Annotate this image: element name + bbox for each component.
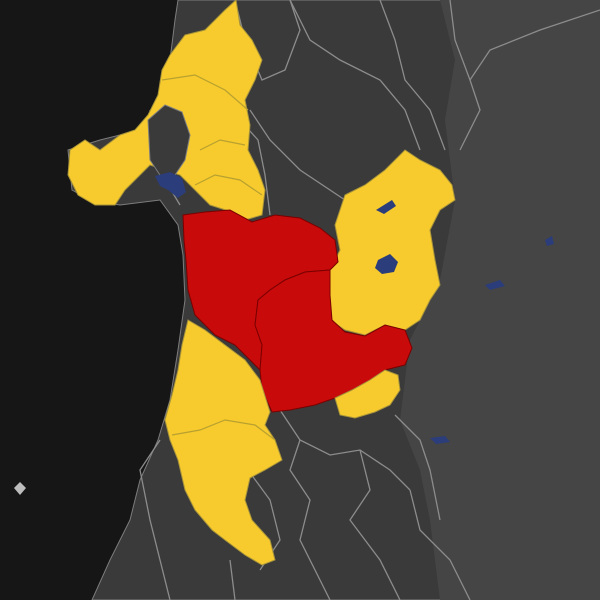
offshore-island <box>14 482 26 495</box>
south-sub-borders <box>171 419 276 441</box>
lake-far-east-2 <box>545 236 554 246</box>
lake-far-east-3 <box>430 436 450 444</box>
yellow-region-southeast <box>334 369 401 419</box>
north-inland-gray <box>147 104 191 176</box>
lake-far-east-1 <box>485 280 505 290</box>
lake-north <box>155 172 186 198</box>
north-sub-borders <box>161 74 263 196</box>
eastern-land <box>400 0 600 600</box>
lake-east-2 <box>376 200 396 214</box>
yellow-region-south <box>164 319 283 566</box>
lake-east-1 <box>375 254 398 274</box>
